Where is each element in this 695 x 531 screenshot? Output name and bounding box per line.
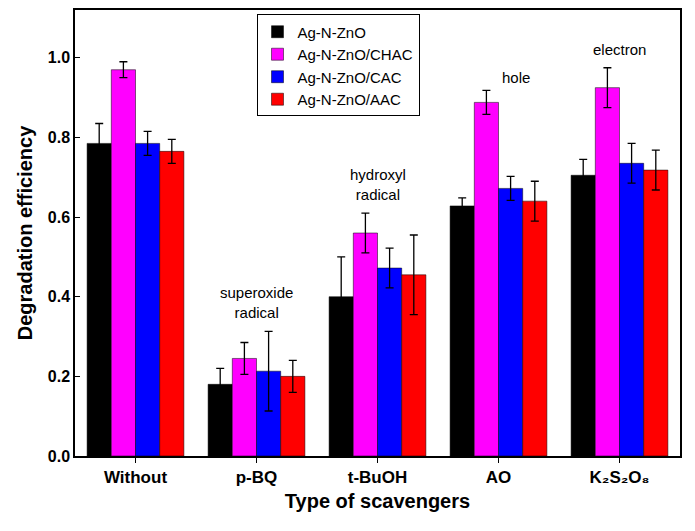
svg-text:0.4: 0.4 <box>48 288 70 305</box>
svg-text:Type of scavengers: Type of scavengers <box>285 490 470 512</box>
svg-text:0.2: 0.2 <box>48 368 70 385</box>
svg-text:Degradation efficiency: Degradation efficiency <box>14 125 36 340</box>
svg-text:0.0: 0.0 <box>48 448 70 465</box>
svg-text:Ag-N-ZnO: Ag-N-ZnO <box>298 24 366 41</box>
svg-text:0.6: 0.6 <box>48 209 70 226</box>
svg-text:1.0: 1.0 <box>48 49 70 66</box>
svg-text:electron: electron <box>593 41 646 58</box>
svg-text:Ag-N-ZnO/CAC: Ag-N-ZnO/CAC <box>298 69 402 86</box>
svg-text:hole: hole <box>502 69 530 86</box>
svg-text:AO: AO <box>486 468 512 487</box>
svg-text:superoxideradical: superoxideradical <box>220 284 293 321</box>
svg-text:Without: Without <box>104 468 167 487</box>
svg-text:hydroxylradical: hydroxylradical <box>350 166 406 203</box>
svg-text:Ag-N-ZnO/AAC: Ag-N-ZnO/AAC <box>298 91 402 108</box>
svg-text:0.8: 0.8 <box>48 129 70 146</box>
svg-text:K₂S₂O₈: K₂S₂O₈ <box>590 468 650 487</box>
svg-text:Ag-N-ZnO/CHAC: Ag-N-ZnO/CHAC <box>298 46 413 63</box>
svg-text:p-BQ: p-BQ <box>236 468 278 487</box>
svg-text:t-BuOH: t-BuOH <box>348 468 407 487</box>
